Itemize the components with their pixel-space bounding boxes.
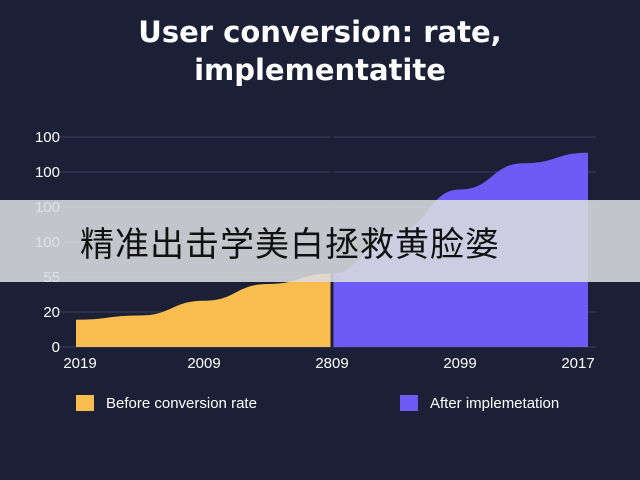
y-tick-label: 0 <box>52 339 60 356</box>
legend-label-1: Before conversion rate <box>106 395 257 412</box>
chart-title-line-1: User conversion: rate, <box>138 15 501 49</box>
x-tick-label: 2019 <box>63 355 96 372</box>
x-tick-label: 2099 <box>443 355 476 372</box>
legend-label-2: After implemetation <box>430 395 559 412</box>
x-tick-label: 2017 <box>561 355 594 372</box>
legend-swatch-2 <box>400 395 418 411</box>
y-tick-label: 20 <box>43 304 60 321</box>
area-series-1 <box>76 273 332 347</box>
legend-swatch-1 <box>76 395 94 411</box>
x-tick-label: 2009 <box>187 355 220 372</box>
y-tick-label: 100 <box>35 164 60 181</box>
overlay-banner: 精准出击学美白拯救黄脸婆 <box>0 200 640 282</box>
y-tick-label: 100 <box>35 129 60 146</box>
legend: Before conversion rate After implemetatio… <box>76 395 559 412</box>
chart-title-line-2: implementatite <box>194 53 446 87</box>
x-tick-label: 2809 <box>315 355 348 372</box>
x-axis-ticks: 2019 2009 2809 2099 2017 <box>63 355 594 372</box>
overlay-banner-text: 精准出击学美白拯救黄脸婆 <box>80 224 500 265</box>
